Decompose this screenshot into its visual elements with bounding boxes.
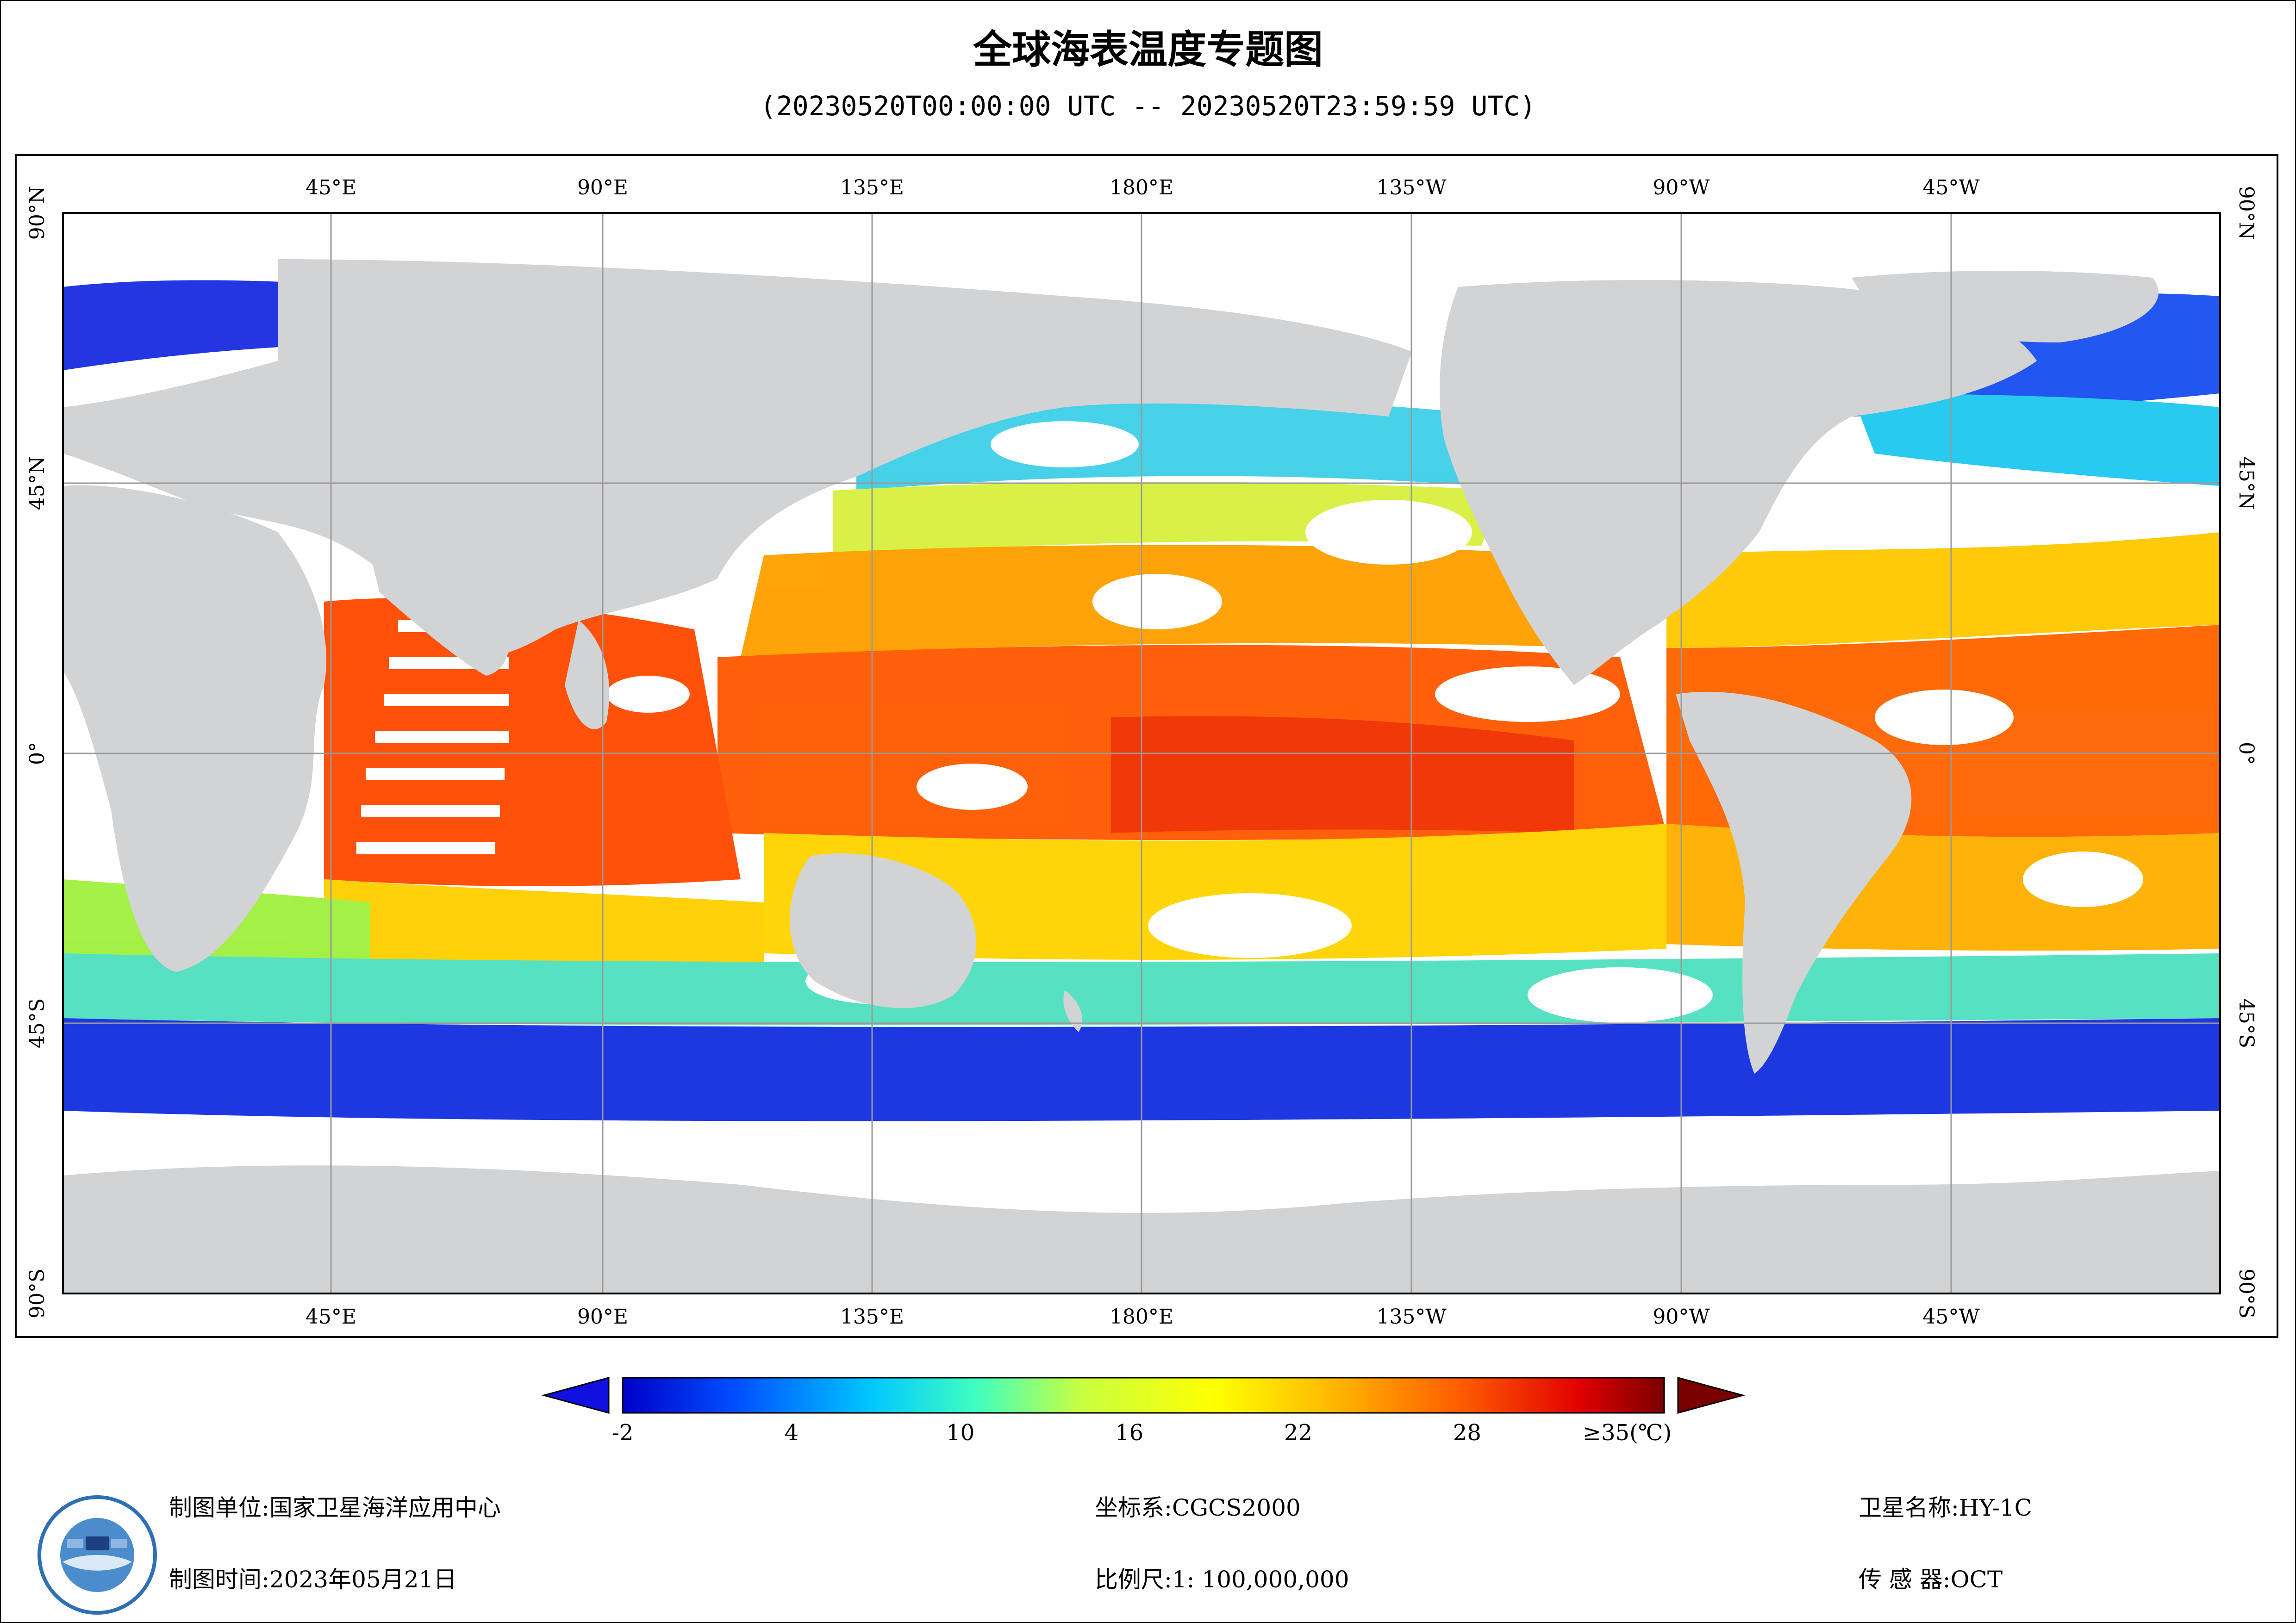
sensor-field: 传 感 器:OCT bbox=[1859, 1561, 2003, 1594]
map-neatline bbox=[62, 212, 2221, 1294]
lon-label-bottom: 90°W bbox=[1653, 1305, 1710, 1329]
legend-tick-label: 10 bbox=[946, 1420, 974, 1446]
lon-label-top: 90°W bbox=[1653, 176, 1710, 199]
lat-label-right: 45°S bbox=[2234, 998, 2258, 1048]
lon-label-bottom: 135°W bbox=[1376, 1305, 1447, 1329]
crs-value: CGCS2000 bbox=[1172, 1494, 1301, 1521]
lat-label-left: 45°S bbox=[25, 998, 49, 1048]
lat-label-right: 0° bbox=[2234, 742, 2258, 765]
maker-field: 制图单位:国家卫星海洋应用中心 bbox=[169, 1489, 501, 1523]
crs-field: 坐标系:CGCS2000 bbox=[1095, 1489, 1301, 1523]
lat-label-left: 90°N bbox=[25, 186, 49, 240]
lon-label-top: 90°E bbox=[577, 176, 628, 199]
legend-tick-label: 4 bbox=[785, 1420, 799, 1446]
lat-labels-left: 90°N 45°N 0° 45°S 90°S bbox=[25, 186, 49, 1318]
lon-label-top: 135°E bbox=[840, 176, 904, 199]
legend-tick-label: ≥35(℃) bbox=[1583, 1420, 1672, 1446]
satellite-label: 卫星名称: bbox=[1859, 1494, 1959, 1521]
world-map: 45°E 90°E 135°E 180°E 135°W 90°W 45°W 45… bbox=[25, 176, 2258, 1329]
lat-label-left: 45°N bbox=[25, 456, 49, 510]
lon-label-bottom: 45°E bbox=[306, 1305, 356, 1329]
time-field: 制图时间:2023年05月21日 bbox=[169, 1561, 456, 1594]
sensor-value: OCT bbox=[1950, 1566, 2003, 1593]
maker-value: 国家卫星海洋应用中心 bbox=[269, 1494, 501, 1521]
legend-tick-label: 28 bbox=[1453, 1420, 1481, 1446]
legend-tick-label: 22 bbox=[1284, 1420, 1312, 1446]
color-legend: -2 4 10 16 22 28 ≥35(℃) bbox=[541, 1377, 1746, 1446]
time-label: 制图时间: bbox=[169, 1566, 269, 1593]
map-title: 全球海表温度专题图 bbox=[973, 27, 1323, 72]
lon-label-top: 45°E bbox=[306, 176, 356, 199]
legend-ticks: -2 4 10 16 22 28 ≥35(℃) bbox=[612, 1420, 1672, 1446]
time-value: 2023年05月21日 bbox=[269, 1566, 457, 1593]
lat-labels-right: 90°N 45°N 0° 45°S 90°S bbox=[2234, 186, 2258, 1318]
scale-value: 1: 100,000,000 bbox=[1172, 1566, 1349, 1593]
map-subtitle: (20230520T00:00:00 UTC -- 20230520T23:59… bbox=[760, 90, 1536, 122]
lon-labels-bottom: 45°E 90°E 135°E 180°E 135°W 90°W 45°W bbox=[306, 1305, 1980, 1329]
legend-low-arrow bbox=[541, 1377, 610, 1414]
legend-high-arrow bbox=[1677, 1377, 1746, 1414]
lon-label-bottom: 45°W bbox=[1922, 1305, 1980, 1329]
lat-label-right: 90°S bbox=[2234, 1269, 2258, 1318]
lon-label-bottom: 135°E bbox=[840, 1305, 904, 1329]
legend-tick-label: 16 bbox=[1115, 1420, 1143, 1446]
sensor-label: 传 感 器: bbox=[1859, 1566, 1951, 1593]
satellite-value: HY-1C bbox=[1959, 1494, 2032, 1521]
lon-label-top: 135°W bbox=[1376, 176, 1447, 199]
maker-label: 制图单位: bbox=[169, 1494, 269, 1521]
lon-label-bottom: 90°E bbox=[577, 1305, 628, 1329]
graticule bbox=[63, 213, 2220, 1293]
lat-label-right: 45°N bbox=[2234, 456, 2258, 510]
legend-colorbar bbox=[622, 1377, 1665, 1414]
legend-tick-label: -2 bbox=[612, 1420, 634, 1446]
satellite-field: 卫星名称:HY-1C bbox=[1859, 1489, 2032, 1523]
scale-field: 比例尺:1: 100,000,000 bbox=[1095, 1561, 1349, 1594]
lon-labels-top: 45°E 90°E 135°E 180°E 135°W 90°W 45°W bbox=[306, 176, 1980, 199]
lon-label-top: 45°W bbox=[1922, 176, 1980, 199]
map-frame bbox=[15, 154, 2278, 1338]
agency-logo-icon bbox=[37, 1495, 157, 1615]
lon-label-bottom: 180°E bbox=[1110, 1305, 1173, 1329]
crs-label: 坐标系: bbox=[1095, 1494, 1172, 1521]
scale-label: 比例尺: bbox=[1095, 1566, 1172, 1593]
lon-label-top: 180°E bbox=[1110, 176, 1173, 199]
lat-label-left: 0° bbox=[25, 742, 49, 765]
lat-label-left: 90°S bbox=[25, 1269, 49, 1318]
lat-label-right: 90°N bbox=[2234, 186, 2258, 240]
